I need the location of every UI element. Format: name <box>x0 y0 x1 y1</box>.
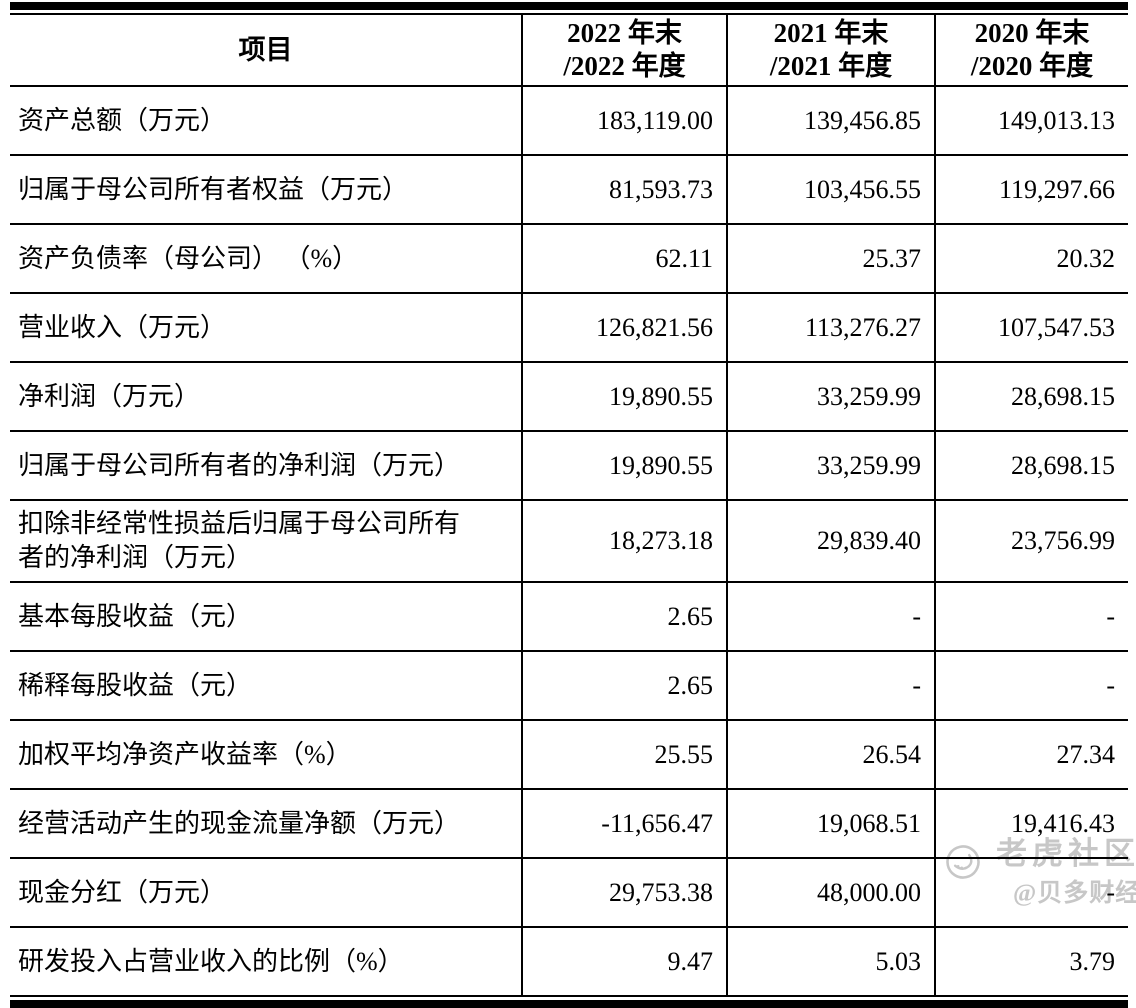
table-row: 稀释每股收益（元） 2.65 - - <box>10 650 1128 720</box>
value-2022: -11,656.47 <box>521 788 727 858</box>
value-2020: 28,698.15 <box>934 430 1128 500</box>
value-2022: 29,753.38 <box>521 857 727 927</box>
value-2022: 81,593.73 <box>521 154 727 224</box>
row-label: 资产负债率（母公司） （%） <box>10 223 522 293</box>
row-label: 归属于母公司所有者权益（万元） <box>10 154 522 224</box>
header-2021: 2021 年末 /2021 年度 <box>726 13 935 87</box>
row-label: 经营活动产生的现金流量净额（万元） <box>10 788 522 858</box>
value-2020: 20.32 <box>934 223 1128 293</box>
header-2021-line2: /2021 年度 <box>769 51 893 81</box>
table-bottom-rule <box>10 1000 1128 1008</box>
value-2020: - <box>934 857 1128 927</box>
table-top-rule <box>10 2 1128 10</box>
row-label: 加权平均净资产收益率（%） <box>10 719 522 789</box>
value-2021: - <box>726 581 935 651</box>
value-2022: 183,119.00 <box>521 85 727 155</box>
value-2021: 5.03 <box>726 926 935 997</box>
value-2021: 33,259.99 <box>726 361 935 431</box>
table-row: 现金分红（万元） 29,753.38 48,000.00 - <box>10 857 1128 927</box>
value-2021: 29,839.40 <box>726 499 935 582</box>
value-2021: 139,456.85 <box>726 85 935 155</box>
header-2022: 2022 年末 /2022 年度 <box>521 13 727 87</box>
value-2020: - <box>934 581 1128 651</box>
value-2020: 19,416.43 <box>934 788 1128 858</box>
value-2020: 107,547.53 <box>934 292 1128 362</box>
value-2020: 27.34 <box>934 719 1128 789</box>
value-2021: 33,259.99 <box>726 430 935 500</box>
table-row: 研发投入占营业收入的比例（%） 9.47 5.03 3.79 <box>10 926 1128 997</box>
header-2020-line1: 2020 年末 <box>974 18 1090 48</box>
value-2021: 26.54 <box>726 719 935 789</box>
value-2021: 113,276.27 <box>726 292 935 362</box>
table-row: 扣除非经常性损益后归属于母公司所有者的净利润（万元） 18,273.18 29,… <box>10 499 1128 582</box>
row-label: 扣除非经常性损益后归属于母公司所有者的净利润（万元） <box>10 499 522 582</box>
header-2020-line2: /2020 年度 <box>970 51 1094 81</box>
header-row: 项目 2022 年末 /2022 年度 2021 年末 /2021 年度 202… <box>10 13 1128 87</box>
value-2022: 2.65 <box>521 650 727 720</box>
value-2020: 149,013.13 <box>934 85 1128 155</box>
financial-summary-table: 项目 2022 年末 /2022 年度 2021 年末 /2021 年度 202… <box>10 13 1128 997</box>
value-2020: 119,297.66 <box>934 154 1128 224</box>
row-label: 净利润（万元） <box>10 361 522 431</box>
value-2021: - <box>726 650 935 720</box>
value-2021: 19,068.51 <box>726 788 935 858</box>
row-label: 现金分红（万元） <box>10 857 522 927</box>
financial-table-page: { "table": { "header": { "item_label": "… <box>10 2 1136 1008</box>
row-label: 归属于母公司所有者的净利润（万元） <box>10 430 522 500</box>
table-row: 资产总额（万元） 183,119.00 139,456.85 149,013.1… <box>10 85 1128 155</box>
header-2020: 2020 年末 /2020 年度 <box>934 13 1128 87</box>
value-2022: 18,273.18 <box>521 499 727 582</box>
header-2021-line1: 2021 年末 <box>773 18 889 48</box>
value-2022: 19,890.55 <box>521 430 727 500</box>
table-row: 营业收入（万元） 126,821.56 113,276.27 107,547.5… <box>10 292 1128 362</box>
row-label: 研发投入占营业收入的比例（%） <box>10 926 522 997</box>
table-row: 资产负债率（母公司） （%） 62.11 25.37 20.32 <box>10 223 1128 293</box>
value-2021: 48,000.00 <box>726 857 935 927</box>
table-row: 净利润（万元） 19,890.55 33,259.99 28,698.15 <box>10 361 1128 431</box>
value-2022: 19,890.55 <box>521 361 727 431</box>
row-label: 稀释每股收益（元） <box>10 650 522 720</box>
header-item: 项目 <box>10 13 522 87</box>
header-2022-line1: 2022 年末 <box>567 18 682 48</box>
value-2022: 9.47 <box>521 926 727 997</box>
value-2020: 3.79 <box>934 926 1128 997</box>
value-2022: 62.11 <box>521 223 727 293</box>
row-label: 营业收入（万元） <box>10 292 522 362</box>
table-row: 加权平均净资产收益率（%） 25.55 26.54 27.34 <box>10 719 1128 789</box>
value-2020: - <box>934 650 1128 720</box>
row-label: 资产总额（万元） <box>10 85 522 155</box>
value-2020: 23,756.99 <box>934 499 1128 582</box>
value-2022: 25.55 <box>521 719 727 789</box>
header-2022-line2: /2022 年度 <box>563 51 686 81</box>
value-2021: 25.37 <box>726 223 935 293</box>
table-row: 基本每股收益（元） 2.65 - - <box>10 581 1128 651</box>
value-2022: 126,821.56 <box>521 292 727 362</box>
value-2020: 28,698.15 <box>934 361 1128 431</box>
value-2021: 103,456.55 <box>726 154 935 224</box>
table-row: 归属于母公司所有者权益（万元） 81,593.73 103,456.55 119… <box>10 154 1128 224</box>
financial-summary-table-block: 项目 2022 年末 /2022 年度 2021 年末 /2021 年度 202… <box>10 2 1128 1008</box>
table-row: 经营活动产生的现金流量净额（万元） -11,656.47 19,068.51 1… <box>10 788 1128 858</box>
table-row: 归属于母公司所有者的净利润（万元） 19,890.55 33,259.99 28… <box>10 430 1128 500</box>
row-label: 基本每股收益（元） <box>10 581 522 651</box>
value-2022: 2.65 <box>521 581 727 651</box>
